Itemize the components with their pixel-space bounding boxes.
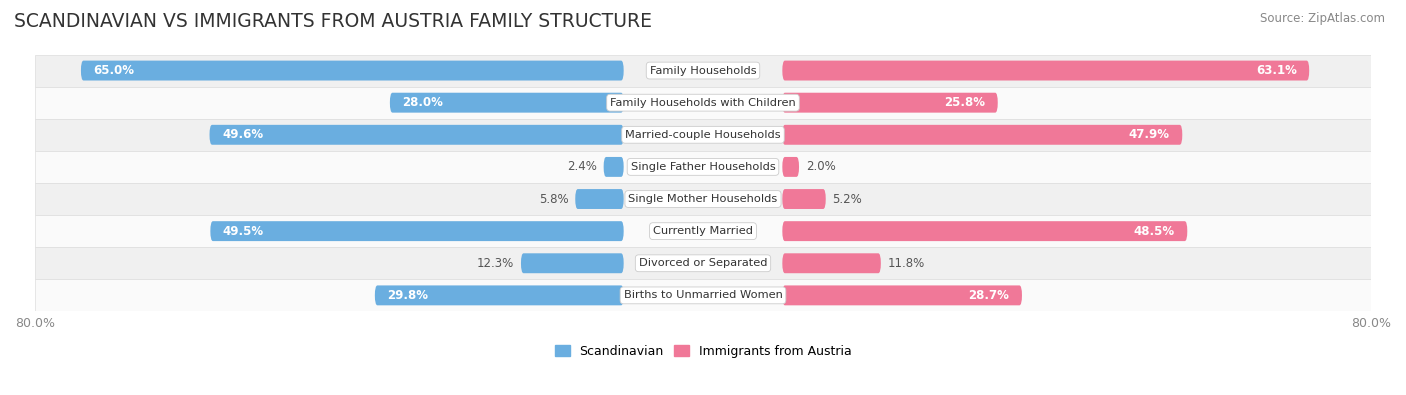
FancyBboxPatch shape — [82, 60, 624, 81]
FancyBboxPatch shape — [782, 60, 1309, 81]
Text: 47.9%: 47.9% — [1129, 128, 1170, 141]
Bar — [35, 151, 1371, 183]
Text: 12.3%: 12.3% — [477, 257, 515, 270]
Bar — [35, 55, 1371, 87]
Bar — [35, 87, 1371, 119]
FancyBboxPatch shape — [522, 253, 624, 273]
FancyBboxPatch shape — [375, 286, 624, 305]
Text: 63.1%: 63.1% — [1256, 64, 1296, 77]
FancyBboxPatch shape — [782, 253, 880, 273]
FancyBboxPatch shape — [211, 221, 624, 241]
Bar — [35, 119, 1371, 151]
Text: 2.4%: 2.4% — [567, 160, 598, 173]
Text: Source: ZipAtlas.com: Source: ZipAtlas.com — [1260, 12, 1385, 25]
FancyBboxPatch shape — [782, 93, 998, 113]
FancyBboxPatch shape — [603, 157, 624, 177]
Text: Family Households with Children: Family Households with Children — [610, 98, 796, 108]
Text: 48.5%: 48.5% — [1133, 225, 1175, 238]
Text: 28.0%: 28.0% — [402, 96, 443, 109]
Text: Births to Unmarried Women: Births to Unmarried Women — [624, 290, 782, 300]
Text: Divorced or Separated: Divorced or Separated — [638, 258, 768, 268]
Text: 2.0%: 2.0% — [806, 160, 835, 173]
Text: Family Households: Family Households — [650, 66, 756, 75]
Bar — [35, 183, 1371, 215]
FancyBboxPatch shape — [575, 189, 624, 209]
Bar — [35, 279, 1371, 311]
Text: 28.7%: 28.7% — [969, 289, 1010, 302]
FancyBboxPatch shape — [389, 93, 624, 113]
FancyBboxPatch shape — [782, 125, 1182, 145]
Legend: Scandinavian, Immigrants from Austria: Scandinavian, Immigrants from Austria — [551, 341, 855, 362]
Text: 25.8%: 25.8% — [945, 96, 986, 109]
Text: 5.2%: 5.2% — [832, 192, 862, 205]
Bar — [35, 247, 1371, 279]
Text: SCANDINAVIAN VS IMMIGRANTS FROM AUSTRIA FAMILY STRUCTURE: SCANDINAVIAN VS IMMIGRANTS FROM AUSTRIA … — [14, 12, 652, 31]
Text: 65.0%: 65.0% — [93, 64, 135, 77]
Text: 11.8%: 11.8% — [887, 257, 925, 270]
FancyBboxPatch shape — [782, 189, 825, 209]
FancyBboxPatch shape — [782, 221, 1187, 241]
Text: Single Father Households: Single Father Households — [631, 162, 775, 172]
Text: Single Mother Households: Single Mother Households — [628, 194, 778, 204]
FancyBboxPatch shape — [209, 125, 624, 145]
Text: 49.6%: 49.6% — [222, 128, 263, 141]
Text: 49.5%: 49.5% — [224, 225, 264, 238]
Text: 29.8%: 29.8% — [388, 289, 429, 302]
Text: Currently Married: Currently Married — [652, 226, 754, 236]
FancyBboxPatch shape — [782, 286, 1022, 305]
Text: 5.8%: 5.8% — [538, 192, 568, 205]
Text: Married-couple Households: Married-couple Households — [626, 130, 780, 140]
FancyBboxPatch shape — [782, 157, 799, 177]
Bar — [35, 215, 1371, 247]
